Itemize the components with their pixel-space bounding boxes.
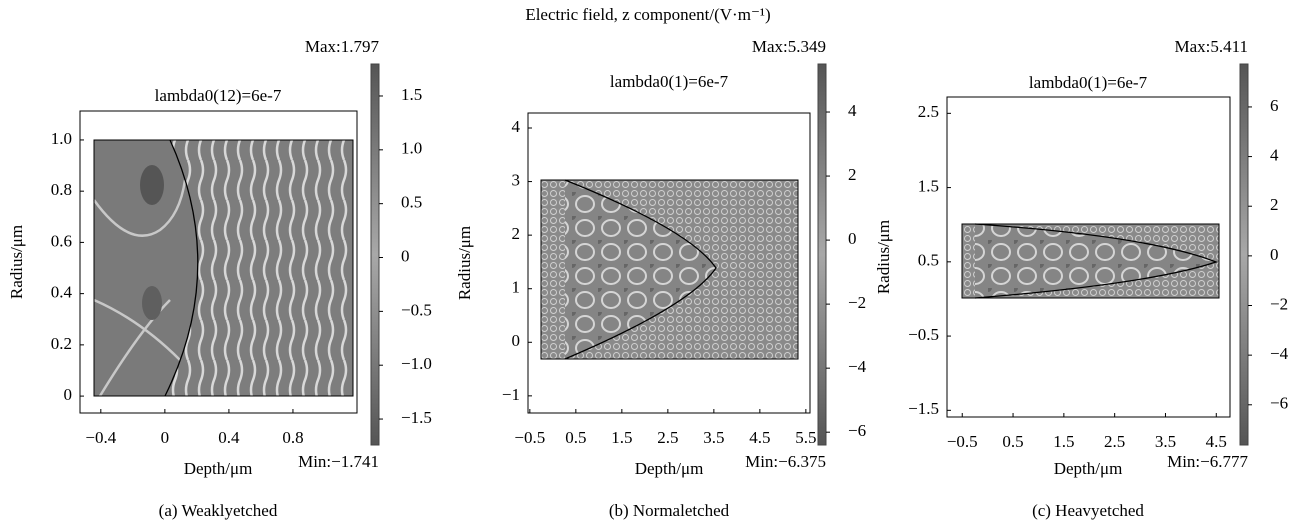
boundary <box>164 139 199 397</box>
x-tick-label: 4.5 <box>749 428 770 447</box>
x-tick-label: 3.5 <box>703 428 724 447</box>
boundary <box>564 179 717 360</box>
colorbar-max: Max:5.349 <box>752 37 826 56</box>
colorbar <box>1239 63 1249 446</box>
figure-title: Electric field, z component/(V·m⁻¹) <box>525 5 770 24</box>
colorbar-tick-label: −1.5 <box>401 408 432 427</box>
x-axis-label: Depth/μm <box>184 459 253 478</box>
colorbar-tick-label: 0 <box>848 229 857 248</box>
colorbar-tick-label: 4 <box>1270 145 1279 164</box>
x-tick-label: 0.5 <box>1002 432 1023 451</box>
x-axis-label: Depth/μm <box>1054 459 1123 478</box>
colorbar-tick-label: −2 <box>848 293 866 312</box>
colorbar-tick-label: 2 <box>848 165 857 184</box>
colorbar-tick-label: −1.0 <box>401 354 432 373</box>
y-tick-label: −1.5 <box>908 399 939 418</box>
colorbar-tick-label: 1.5 <box>401 85 422 104</box>
y-axis-label: Radius/μm <box>7 225 26 299</box>
y-tick-label: 2.5 <box>918 102 939 121</box>
colorbar-tick-label: −6 <box>1270 394 1288 413</box>
x-tick-label: 2.5 <box>657 428 678 447</box>
caption: (b) Normaletched <box>609 501 730 520</box>
x-tick-label: −0.5 <box>514 428 545 447</box>
colorbar-max: Max:5.411 <box>1174 37 1248 56</box>
y-tick-label: 1.0 <box>51 129 72 148</box>
colorbar-tick-label: 0.5 <box>401 193 422 212</box>
y-axis-label: Radius/μm <box>455 226 474 300</box>
field-images <box>92 139 1220 397</box>
x-tick-label: 0.8 <box>282 428 303 447</box>
colorbar-tick-label: 4 <box>848 101 857 120</box>
boundary <box>974 223 1218 299</box>
x-tick-label: 1.5 <box>1053 432 1074 451</box>
y-tick-label: 0 <box>64 385 73 404</box>
x-tick-label: 0.4 <box>218 428 240 447</box>
x-tick-label: −0.5 <box>947 432 978 451</box>
x-axis-label: Depth/μm <box>635 459 704 478</box>
x-tick-label: 3.5 <box>1155 432 1176 451</box>
colorbar <box>817 63 827 446</box>
y-tick-label: 1.5 <box>918 176 939 195</box>
colorbar-tick-label: 0 <box>401 246 410 265</box>
y-tick-label: 1 <box>512 278 521 297</box>
x-tick-label: 0.5 <box>565 428 586 447</box>
colorbar-tick-label: 1.0 <box>401 139 422 158</box>
colorbar-tick-label: −0.5 <box>401 300 432 319</box>
colorbar-tick-label: 0 <box>1270 245 1279 264</box>
colorbar-min: Min:−1.741 <box>298 452 379 471</box>
y-tick-label: 0.5 <box>918 251 939 270</box>
panel-title: lambda0(1)=6e-7 <box>1029 73 1148 92</box>
x-tick-label: −0.4 <box>85 428 116 447</box>
field-detail <box>92 165 187 397</box>
y-tick-label: 2 <box>512 224 521 243</box>
colorbar-tick-label: −2 <box>1270 294 1288 313</box>
y-tick-label: 4 <box>512 117 521 136</box>
y-tick-label: −0.5 <box>908 325 939 344</box>
colorbar-min: Min:−6.777 <box>1167 452 1248 471</box>
x-tick-label: 2.5 <box>1104 432 1125 451</box>
colorbar-min: Min:−6.375 <box>745 452 826 471</box>
y-tick-label: 0.2 <box>51 334 72 353</box>
x-tick-label: 5.5 <box>795 428 816 447</box>
y-tick-label: 0 <box>512 331 521 350</box>
y-tick-label: 0.8 <box>51 180 72 199</box>
panel-title: lambda0(1)=6e-7 <box>610 72 729 91</box>
y-tick-label: 0.4 <box>51 283 73 302</box>
colorbar-tick-label: −4 <box>1270 344 1289 363</box>
caption: (a) Weaklyetched <box>159 501 278 520</box>
y-tick-label: 0.6 <box>51 231 72 250</box>
colorbar-tick-label: −4 <box>848 357 867 376</box>
x-tick-label: 0 <box>161 428 170 447</box>
x-tick-label: 1.5 <box>611 428 632 447</box>
y-tick-label: 3 <box>512 170 521 189</box>
y-tick-label: −1 <box>502 385 520 404</box>
y-axis-label: Radius/μm <box>874 220 893 294</box>
colorbar <box>370 63 380 446</box>
colorbar-tick-label: −6 <box>848 421 866 440</box>
colorbar-tick-label: 6 <box>1270 96 1279 115</box>
x-tick-label: 4.5 <box>1206 432 1227 451</box>
panel-title: lambda0(12)=6e-7 <box>155 86 282 105</box>
caption: (c) Heavyetched <box>1032 501 1144 520</box>
colorbar-tick-label: 2 <box>1270 195 1279 214</box>
colorbar-max: Max:1.797 <box>305 37 380 56</box>
field-border <box>93 139 354 397</box>
